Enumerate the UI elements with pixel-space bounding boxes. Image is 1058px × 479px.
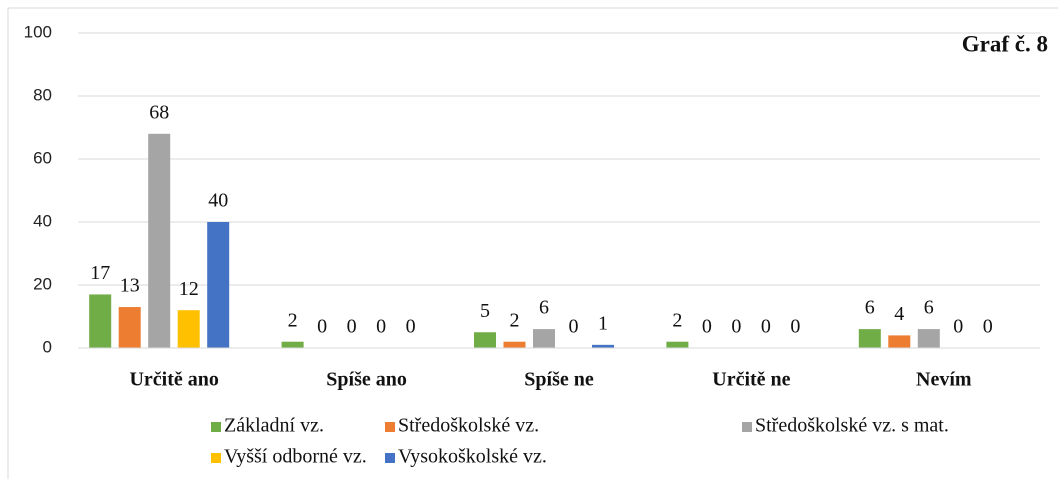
data-label: 2 [510,309,520,331]
legend-swatch [211,422,221,432]
y-tick-label: 40 [33,211,52,230]
y-tick-label: 80 [33,85,52,104]
data-label: 6 [865,297,875,319]
bar [666,341,689,348]
x-tick-label: Určitě ne [712,369,790,391]
data-label: 2 [672,309,682,331]
bar [281,341,304,348]
y-tick-label: 60 [33,148,52,167]
legend-swatch [742,422,752,432]
legend-label: Vysokoškolské vz. [398,446,547,468]
bar [89,294,112,348]
y-tick-label: 20 [33,274,52,293]
legend-swatch [211,453,221,463]
legend-swatch [385,422,395,432]
data-label: 1 [598,312,608,334]
chart-border [7,7,1058,479]
data-label: 12 [179,278,199,300]
x-tick-label: Spíše ne [524,369,594,391]
x-tick-label: Nevím [916,369,972,391]
data-label: 0 [317,316,327,338]
legend-label: Středoškolské vz. s mat. [755,415,949,437]
x-tick-label: Spíše ano [326,369,407,391]
data-label: 0 [347,316,357,338]
bar [888,335,911,348]
bar [474,332,496,348]
legend-label: Středoškolské vz. [398,415,539,437]
data-label: 0 [953,316,963,338]
data-label: 68 [149,101,169,123]
data-label: 5 [480,300,490,322]
data-label: 4 [894,303,904,325]
y-tick-label: 100 [24,22,52,41]
data-label: 13 [120,275,140,297]
x-tick-label: Určitě ano [129,369,218,391]
bar [503,341,526,348]
bar [207,222,230,348]
y-tick-label: 0 [43,337,52,356]
data-label: 6 [539,297,549,319]
bar [592,344,614,348]
bar [533,329,555,348]
chart-title: Graf č. 8 [962,31,1048,56]
data-label: 0 [376,316,386,338]
data-label: 6 [924,297,934,319]
data-label: 0 [406,316,416,338]
data-label: 40 [208,190,228,212]
legend-swatch [385,453,395,463]
data-label: 2 [288,309,298,331]
legend-label: Vyšší odborné vz. [224,446,367,468]
data-label: 0 [702,316,712,338]
data-label: 0 [569,316,579,338]
data-label: 0 [983,316,993,338]
bar [118,307,141,348]
data-label: 17 [90,262,110,284]
bar [177,310,200,348]
data-label: 0 [731,316,741,338]
data-label: 0 [790,316,800,338]
bar [148,133,171,348]
bar [858,329,881,348]
legend-label: Základní vz. [224,415,324,437]
data-label: 0 [761,316,771,338]
bar [917,329,940,348]
